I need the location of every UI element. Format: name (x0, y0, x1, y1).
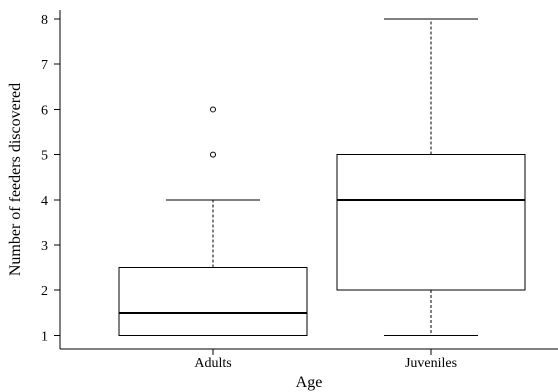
y-tick-label: 1 (41, 329, 48, 344)
box-adults (118, 106, 308, 336)
outlier-point (210, 106, 216, 113)
y-tick-label: 4 (41, 194, 48, 209)
iqr-box (336, 154, 526, 291)
x-tick-label: Juveniles (405, 356, 457, 371)
y-tick-label: 3 (41, 239, 48, 254)
iqr-box (118, 267, 308, 336)
x-tick-label: Adults (194, 356, 231, 371)
y-tick-label: 8 (41, 13, 48, 28)
x-axis-title: Age (296, 374, 323, 391)
y-axis-title: Number of feeders discovered (7, 83, 24, 276)
y-tick-label: 7 (41, 58, 48, 73)
x-axis-ticks: Adults Juveniles (194, 349, 457, 371)
y-tick-label: 5 (41, 149, 48, 164)
boxes (118, 18, 526, 336)
axes: 1 2 3 4 5 6 7 8 Adults Juveniles (41, 10, 558, 371)
y-tick-label: 6 (41, 103, 48, 118)
y-axis-ticks: 1 2 3 4 5 6 7 8 (41, 13, 60, 344)
y-tick-label: 2 (41, 284, 48, 299)
box-juveniles (336, 18, 526, 336)
outlier-point (210, 151, 216, 158)
